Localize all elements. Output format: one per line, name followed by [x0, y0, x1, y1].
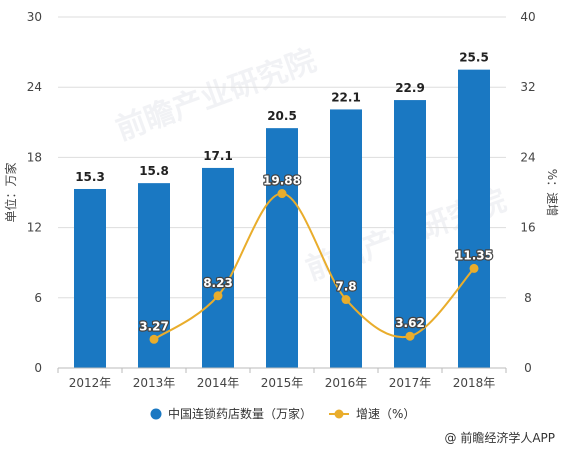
- growth-value-label: 11.35: [455, 248, 493, 262]
- growth-value-label: 19.88: [263, 174, 301, 188]
- y2-tick-label: 32: [520, 80, 535, 94]
- growth-point: [341, 295, 351, 305]
- growth-point: [149, 334, 159, 344]
- y2-tick-label: 40: [520, 10, 535, 24]
- y2-tick-label: 24: [520, 150, 535, 164]
- y2-tick-label: 8: [524, 291, 532, 305]
- x-tick-label: 2012年: [69, 376, 112, 390]
- x-tick-label: 2014年: [197, 376, 240, 390]
- source-credit: @ 前瞻经济学人APP: [444, 431, 556, 445]
- x-tick-label: 2016年: [325, 376, 368, 390]
- growth-value-label: 3.62: [395, 316, 425, 330]
- bar: [202, 167, 234, 368]
- bar-value-label: 20.5: [267, 109, 297, 123]
- bar: [266, 128, 298, 368]
- growth-point: [469, 263, 479, 273]
- y-tick-label: 0: [34, 361, 42, 375]
- legend-bar-marker: [150, 408, 162, 420]
- bar: [458, 69, 490, 369]
- bar: [330, 109, 362, 369]
- x-tick-label: 2015年: [261, 376, 304, 390]
- legend-line-label: 增速（%）: [356, 407, 415, 421]
- bar: [394, 100, 426, 368]
- legend-bar-label: 中国连锁药店数量（万家）: [168, 406, 312, 421]
- y-tick-label: 30: [27, 10, 42, 24]
- growth-value-label: 8.23: [203, 276, 233, 290]
- y-tick-label: 6: [34, 291, 42, 305]
- y2-tick-label: 16: [520, 221, 535, 235]
- data-labels: 15.3 15.8 17.1 20.5 22.1 22.9 25.5 3.27 8.23 19.8…: [75, 51, 494, 335]
- growth-value-label: 7.8: [335, 280, 356, 294]
- x-tick-label: 2017年: [389, 376, 432, 390]
- bar-value-label: 17.1: [203, 149, 233, 163]
- axes: 0 0 6 8 12 16 18 24 24 32 30 40 2012年 2013年 2014年 2015年…: [3, 10, 559, 390]
- y2-tick-label: 0: [524, 361, 532, 375]
- bar-value-label: 22.9: [395, 81, 425, 95]
- bar-series: [74, 69, 490, 369]
- y-axis-title: 单位：万家: [3, 162, 18, 222]
- growth-point: [277, 189, 287, 199]
- x-tick-label: 2013年: [133, 376, 176, 390]
- bar: [74, 188, 106, 368]
- bar-value-label: 25.5: [459, 51, 489, 65]
- growth-point: [405, 331, 415, 341]
- growth-line-series: [149, 189, 479, 344]
- bar-value-label: 15.3: [75, 170, 105, 184]
- growth-value-label: 3.27: [139, 319, 169, 333]
- legend-line-dot: [334, 409, 344, 419]
- x-tick-label: 2018年: [453, 376, 496, 390]
- y2-axis-title: %：速增: [545, 169, 559, 216]
- bar-value-label: 22.1: [331, 90, 361, 104]
- growth-point: [213, 291, 223, 301]
- y-tick-label: 24: [27, 80, 42, 94]
- y-tick-label: 12: [27, 221, 42, 235]
- legend: 中国连锁药店数量（万家） 增速（%）: [150, 406, 415, 421]
- bar-value-label: 15.8: [139, 164, 169, 178]
- y-tick-label: 18: [27, 150, 42, 164]
